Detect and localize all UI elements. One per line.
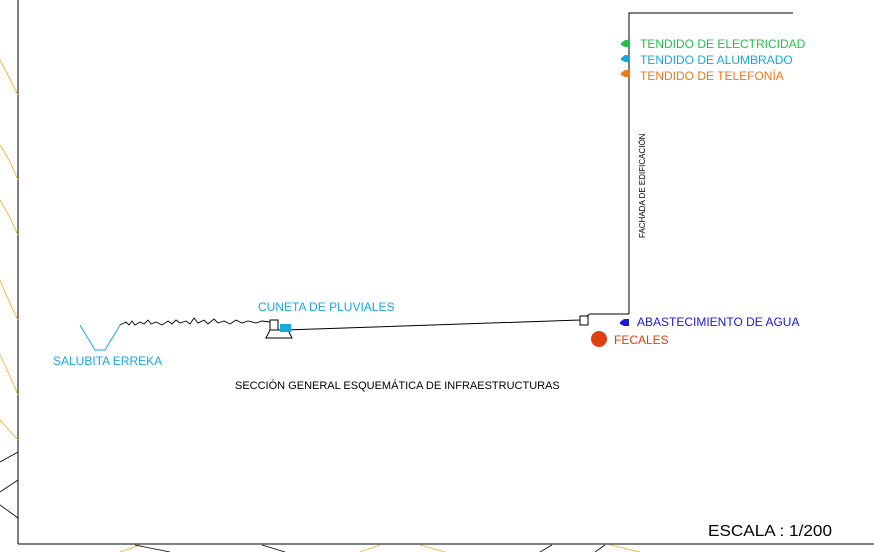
agua-label: ABASTECIMIENTO DE AGUA	[637, 315, 799, 329]
fachada-label: FACHADA DE EDIFICACIÓN	[638, 133, 647, 238]
boundary-lines-left	[0, 451, 19, 519]
cuneta-box	[269, 319, 279, 331]
alumbrado-label: TENDIDO DE ALUMBRADO	[640, 53, 793, 67]
cuneta-label: CUNETA DE PLUVIALES	[258, 300, 395, 314]
curb-box-right	[579, 315, 589, 326]
salubita-label: SALUBITA ERREKA	[53, 354, 162, 368]
fecales-marker	[591, 331, 607, 347]
electricidad-label: TENDIDO DE ELECTRICIDAD	[640, 37, 806, 51]
rough-terrain-line	[119, 317, 271, 326]
alumbrado-marker	[621, 55, 630, 62]
telefonia-label: TENDIDO DE TELEFONÍA	[640, 68, 784, 83]
electricidad-marker	[621, 40, 630, 47]
telefonia-marker	[621, 70, 630, 77]
cuneta-drain-marker	[280, 324, 291, 332]
ground-line	[284, 313, 629, 331]
scale-label: ESCALA : 1/200	[708, 523, 832, 540]
fecales-label: FECALES	[614, 333, 669, 347]
stream-channel	[79, 324, 121, 351]
agua-marker	[620, 319, 629, 326]
contour-lines-left	[0, 59, 19, 441]
building-facade-line	[628, 12, 793, 314]
section-caption: SECCIÓN GENERAL ESQUEMÁTICA DE INFRAESTR…	[235, 379, 560, 392]
lines-below-frame	[119, 544, 641, 552]
